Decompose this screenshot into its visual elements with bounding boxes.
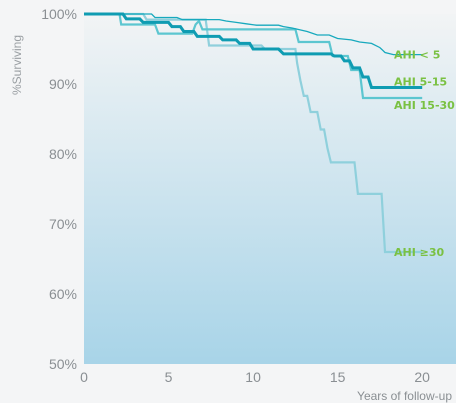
series-label: AHI 15-30 xyxy=(394,99,455,112)
y-tick-label: 70% xyxy=(49,216,77,232)
x-tick-label: 0 xyxy=(80,369,88,385)
series-lines xyxy=(84,12,423,254)
x-tick-label: 20 xyxy=(414,369,430,385)
x-tick-label: 5 xyxy=(165,369,173,385)
y-tick-label: 50% xyxy=(49,356,77,372)
series-labels: AHI < 5 AHI 5-15 AHI 15-30 AHI ≥30 xyxy=(394,49,455,259)
y-tick-label: 60% xyxy=(49,286,77,302)
x-tick-label: 15 xyxy=(330,369,346,385)
series-line-0 xyxy=(84,13,423,56)
series-label: AHI 5-15 xyxy=(394,76,447,89)
plot-area xyxy=(84,14,456,364)
x-axis-label: Years of follow-up xyxy=(357,389,452,403)
series-label: AHI ≥30 xyxy=(394,246,445,259)
y-tick-label: 100% xyxy=(41,6,77,22)
x-tick-label: 10 xyxy=(245,369,261,385)
series-line-1 xyxy=(84,12,423,89)
x-axis: 0 5 10 15 20 xyxy=(80,369,430,385)
y-tick-label: 80% xyxy=(49,146,77,162)
y-tick-label: 90% xyxy=(49,76,77,92)
y-axis: 50% 60% 70% 80% 90% 100% xyxy=(41,6,77,372)
series-label: AHI < 5 xyxy=(394,49,440,62)
y-axis-label: %Surviving xyxy=(10,35,24,95)
